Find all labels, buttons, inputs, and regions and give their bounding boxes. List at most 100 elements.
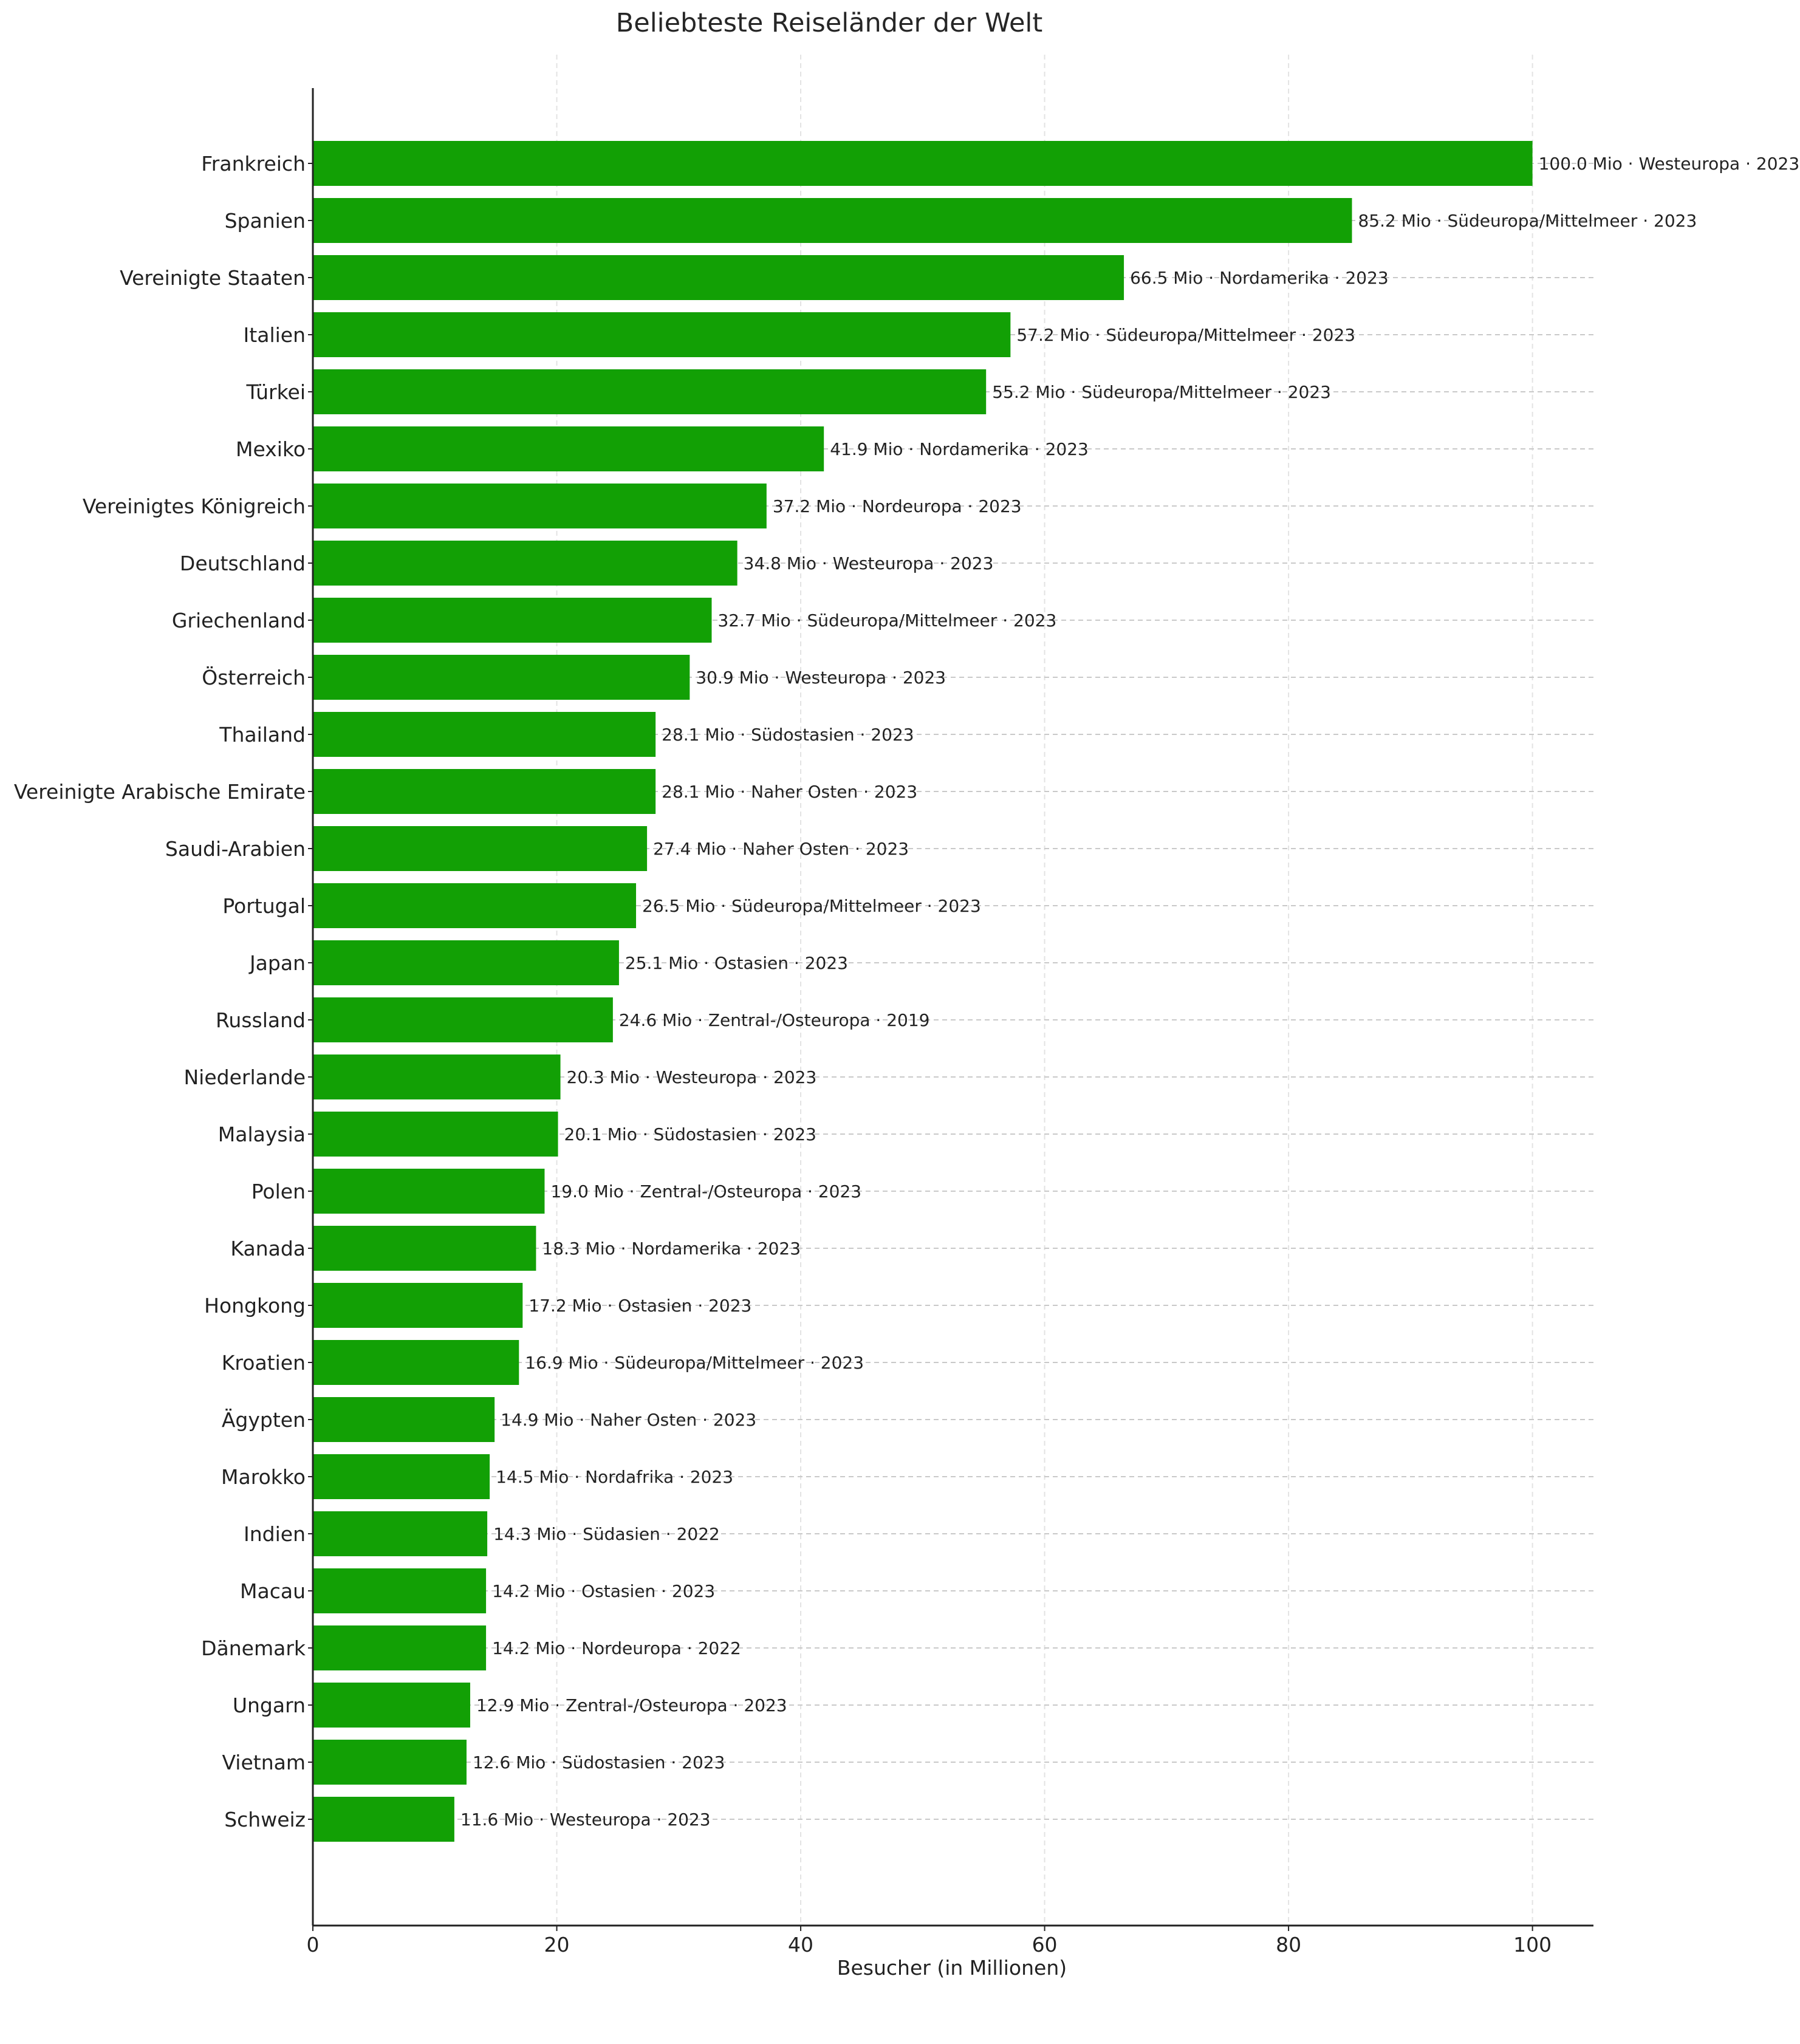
bar — [313, 541, 737, 586]
category-label: Niederlande — [183, 1065, 306, 1089]
bars — [313, 141, 1533, 1842]
data-label: 32.7 Mio · Südeuropa/Mittelmeer · 2023 — [717, 610, 1056, 631]
data-label: 17.2 Mio · Ostasien · 2023 — [529, 1296, 751, 1316]
bar — [313, 1340, 519, 1385]
bar — [313, 198, 1352, 243]
bar — [313, 1568, 487, 1613]
category-label: Frankreich — [201, 152, 306, 176]
data-label: 85.2 Mio · Südeuropa/Mittelmeer · 2023 — [1358, 211, 1697, 231]
category-label: Österreich — [202, 665, 306, 689]
x-axis-label: Besucher (in Millionen) — [837, 1956, 1067, 1980]
bar — [313, 769, 656, 814]
bar — [313, 141, 1533, 186]
data-label: 28.1 Mio · Naher Osten · 2023 — [662, 782, 917, 802]
bar — [313, 826, 648, 871]
category-label: Saudi-Arabien — [165, 837, 306, 861]
category-labels: Frankreich Spanien Vereinigte Staaten Itali… — [14, 152, 306, 1831]
bar — [313, 484, 767, 528]
bar — [313, 1112, 558, 1157]
bar — [313, 1797, 454, 1842]
category-label: Russland — [216, 1008, 306, 1032]
bar — [313, 1454, 490, 1499]
data-label: 26.5 Mio · Südeuropa/Mittelmeer · 2023 — [642, 896, 981, 916]
data-label: 20.1 Mio · Südostasien · 2023 — [564, 1124, 816, 1144]
x-tick-label: 20 — [544, 1933, 570, 1957]
bar — [313, 598, 712, 643]
category-label: Kroatien — [222, 1351, 306, 1375]
data-label: 25.1 Mio · Ostasien · 2023 — [625, 953, 848, 973]
category-label: Spanien — [225, 209, 306, 233]
category-label: Portugal — [222, 894, 306, 918]
bar — [313, 1683, 470, 1728]
data-label: 14.9 Mio · Naher Osten · 2023 — [501, 1410, 756, 1430]
category-label: Vietnam — [222, 1751, 306, 1774]
data-label: 41.9 Mio · Nordamerika · 2023 — [830, 439, 1089, 459]
data-label: 66.5 Mio · Nordamerika · 2023 — [1130, 268, 1389, 288]
category-label: Italien — [244, 323, 306, 347]
category-label: Mexiko — [236, 437, 306, 461]
data-label: 14.2 Mio · Nordeuropa · 2022 — [492, 1638, 741, 1658]
chart-title: Beliebteste Reiseländer der Welt — [616, 8, 1043, 38]
category-label: Ungarn — [233, 1694, 306, 1717]
category-label: Polen — [252, 1180, 306, 1203]
data-label: 18.3 Mio · Nordamerika · 2023 — [542, 1239, 801, 1259]
category-label: Vereinigtes Königreich — [83, 494, 306, 518]
bar — [313, 1397, 495, 1442]
data-label: 12.6 Mio · Südostasien · 2023 — [473, 1752, 725, 1772]
bar — [313, 1283, 523, 1328]
data-label: 11.6 Mio · Westeuropa · 2023 — [460, 1810, 711, 1830]
x-tick-labels: 0 20 40 60 80 100 — [307, 1933, 1552, 1957]
data-label: 34.8 Mio · Westeuropa · 2023 — [744, 553, 994, 573]
data-label: 12.9 Mio · Zentral-/Osteuropa · 2023 — [476, 1695, 787, 1715]
data-label: 14.3 Mio · Südasien · 2022 — [493, 1524, 720, 1544]
bar — [313, 1740, 467, 1785]
data-label: 57.2 Mio · Südeuropa/Mittelmeer · 2023 — [1016, 325, 1355, 345]
axes — [308, 88, 1593, 1931]
category-label: Malaysia — [218, 1123, 306, 1146]
category-label: Schweiz — [224, 1808, 306, 1831]
x-tick-label: 80 — [1276, 1933, 1301, 1957]
category-label: Macau — [240, 1579, 306, 1603]
bar — [313, 1054, 561, 1099]
bar — [313, 369, 987, 414]
category-label: Hongkong — [204, 1294, 306, 1318]
category-label: Dänemark — [201, 1636, 306, 1660]
data-label: 30.9 Mio · Westeuropa · 2023 — [696, 668, 946, 688]
category-label: Japan — [248, 951, 306, 975]
bar — [313, 255, 1124, 300]
category-label: Vereinigte Arabische Emirate — [14, 780, 306, 804]
data-label: 37.2 Mio · Nordeuropa · 2023 — [773, 496, 1022, 516]
category-label: Türkei — [245, 380, 306, 404]
data-label: 14.5 Mio · Nordafrika · 2023 — [496, 1467, 733, 1487]
x-tick-label: 0 — [307, 1933, 320, 1957]
bar — [313, 1511, 488, 1556]
x-tick-label: 100 — [1513, 1933, 1552, 1957]
category-label: Vereinigte Staaten — [120, 266, 306, 290]
category-label: Marokko — [221, 1465, 306, 1489]
category-label: Kanada — [230, 1237, 306, 1260]
bar — [313, 997, 613, 1042]
category-label: Deutschland — [180, 552, 306, 575]
x-tick-label: 60 — [1032, 1933, 1058, 1957]
data-label: 100.0 Mio · Westeuropa · 2023 — [1539, 154, 1800, 174]
data-label: 24.6 Mio · Zentral-/Osteuropa · 2019 — [619, 1010, 930, 1030]
data-label: 28.1 Mio · Südostasien · 2023 — [662, 725, 914, 745]
category-label: Ägypten — [222, 1408, 306, 1432]
bar — [313, 883, 637, 928]
x-tick-label: 40 — [788, 1933, 813, 1957]
category-label: Griechenland — [172, 609, 306, 632]
bar — [313, 712, 656, 757]
bar — [313, 1169, 545, 1214]
data-label: 20.3 Mio · Westeuropa · 2023 — [567, 1067, 817, 1087]
category-label: Indien — [244, 1522, 306, 1546]
bar — [313, 940, 619, 985]
bar — [313, 312, 1011, 357]
data-label: 55.2 Mio · Südeuropa/Mittelmeer · 2023 — [992, 382, 1331, 402]
bar — [313, 1226, 536, 1271]
bar — [313, 655, 690, 700]
bar — [313, 426, 824, 471]
data-label: 27.4 Mio · Naher Osten · 2023 — [653, 839, 909, 859]
data-labels: 100.0 Mio · Westeuropa · 2023 85.2 Mio · … — [460, 154, 1799, 1830]
